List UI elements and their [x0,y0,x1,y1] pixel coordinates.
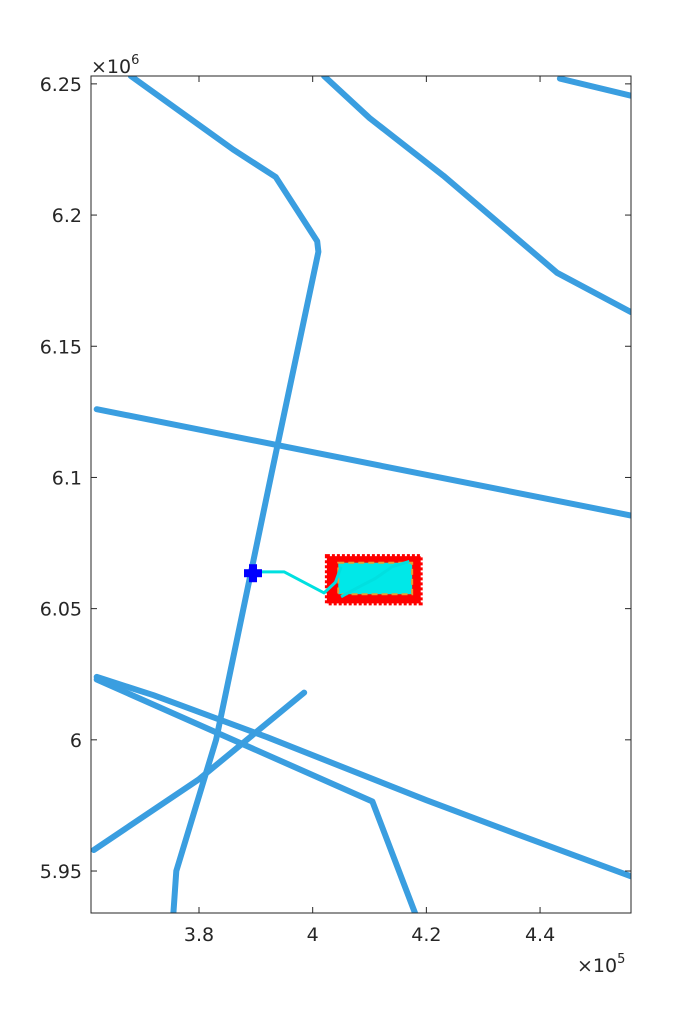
road-line-5 [93,676,418,913]
x-tick-label-1: 4 [307,924,319,946]
x-tick-label-3: 4.4 [525,924,555,946]
y-tick-label-0: 5.95 [40,861,82,883]
y-tick-label-1: 6 [70,730,82,752]
y-tick-label-5: 6.2 [52,205,82,227]
road-line-1 [127,76,322,913]
road-line-4 [91,689,308,853]
y-tick-label-6: 6.25 [40,74,82,96]
x-exponent-label: ×105 [577,952,625,977]
marker-vbar [249,564,257,583]
plot-area [91,76,631,913]
axes [90,75,632,914]
y-tick-label-2: 6.05 [40,599,82,621]
road-line-3 [93,673,631,880]
tick-labels: 3.8 4 4.2 4.4 5.95 6 6.05 6.1 6.15 6.2 6.25 [40,74,555,946]
road-line-2 [93,406,631,519]
path-line-1 [261,566,343,595]
x-tick-label-0: 3.8 [184,924,214,946]
y-tick-label-4: 6.15 [40,336,82,358]
road-line-7 [556,76,631,99]
x-exponent-power: 5 [617,952,625,967]
plot-content [91,76,631,913]
axis-exponent-labels: ×106 ×105 [91,53,625,977]
y-tick-label-3: 6.1 [52,467,82,489]
road-line-6 [321,76,631,316]
axes-box [90,75,632,914]
y-exponent-label: ×106 [91,53,139,78]
x-tick-label-2: 4.2 [411,924,441,946]
path-line-2 [340,559,410,599]
y-exponent-power: 6 [131,53,139,68]
